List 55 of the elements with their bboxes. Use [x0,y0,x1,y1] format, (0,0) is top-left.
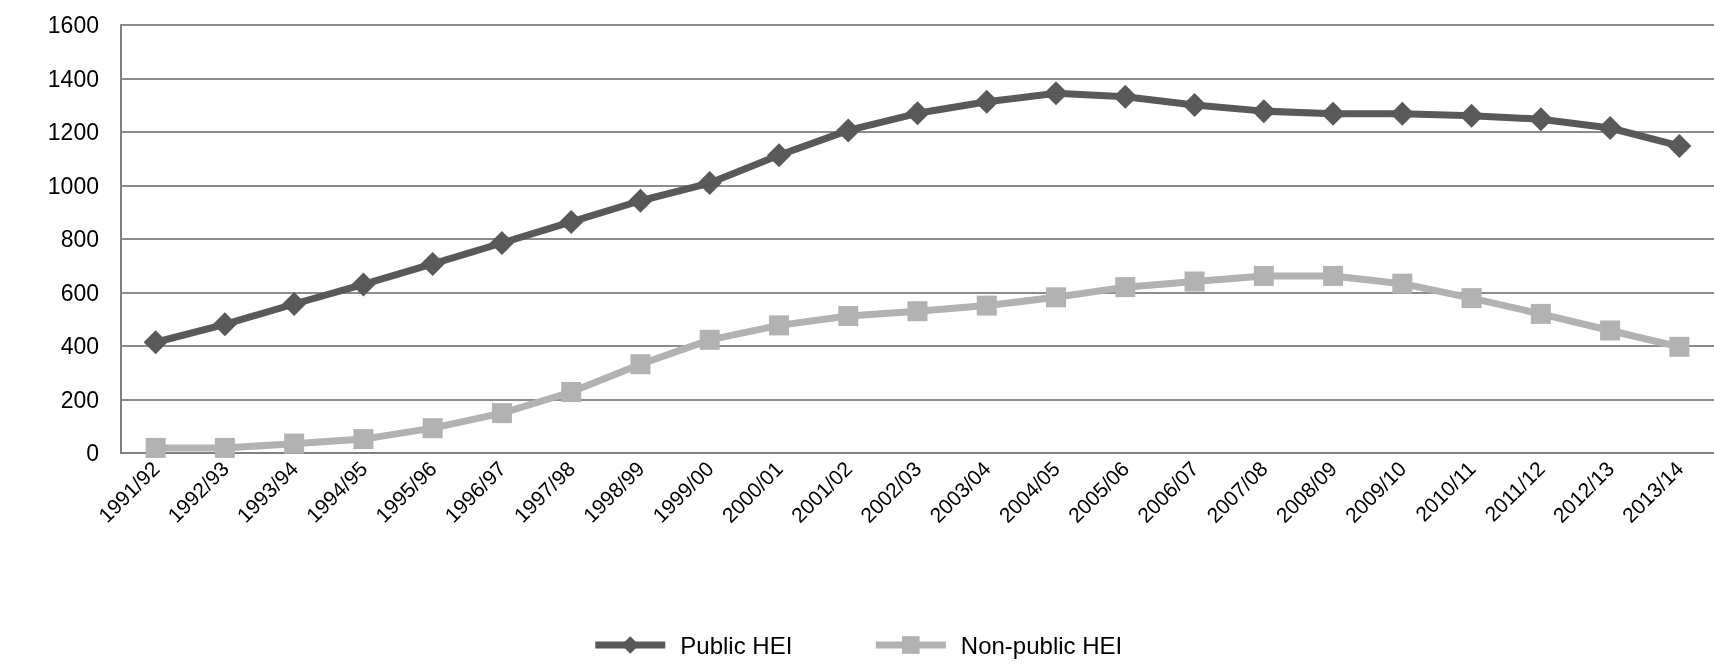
point [1044,81,1069,106]
point [561,382,582,403]
point [1667,133,1692,158]
y-tick-label: 0 [86,440,99,466]
point [838,306,859,327]
point [1113,84,1138,109]
point [284,433,305,454]
legend-label: Public HEI [680,631,793,659]
point [420,251,445,276]
y-tick-label: 1000 [47,172,99,199]
point [1323,265,1344,286]
point [145,437,166,458]
point [699,329,720,350]
point [1530,303,1551,324]
point [1184,271,1205,292]
point [143,330,168,355]
legend-label: Non-public HEI [960,631,1123,659]
y-tick-label: 800 [60,226,99,252]
point [1461,288,1482,309]
point [351,272,376,297]
point [1600,320,1621,341]
point [974,89,999,114]
point [1253,265,1274,286]
point [212,312,237,337]
y-tick-label: 400 [60,333,99,359]
point [491,403,512,424]
point [1115,277,1136,298]
point [1182,92,1207,117]
point [353,429,374,450]
point [1598,115,1623,140]
point [1251,99,1276,124]
point [628,188,653,213]
point [1528,107,1553,132]
y-tick-label: 1400 [47,65,99,92]
point [905,101,930,126]
point [836,118,861,143]
point [282,292,307,316]
point [766,143,791,168]
y-tick-label: 1200 [47,119,99,145]
point [976,295,997,316]
point [559,209,584,234]
point [907,301,928,322]
point [630,354,651,375]
point [1390,101,1415,126]
point [697,171,722,196]
y-tick-label: 200 [60,386,99,413]
point [1669,336,1690,357]
point [1392,273,1413,294]
point [214,437,235,458]
point [489,231,514,256]
y-tick-label: 600 [60,279,99,306]
point [768,315,789,336]
point [1046,287,1067,308]
point [422,418,443,439]
y-tick-label: 1600 [47,12,99,38]
